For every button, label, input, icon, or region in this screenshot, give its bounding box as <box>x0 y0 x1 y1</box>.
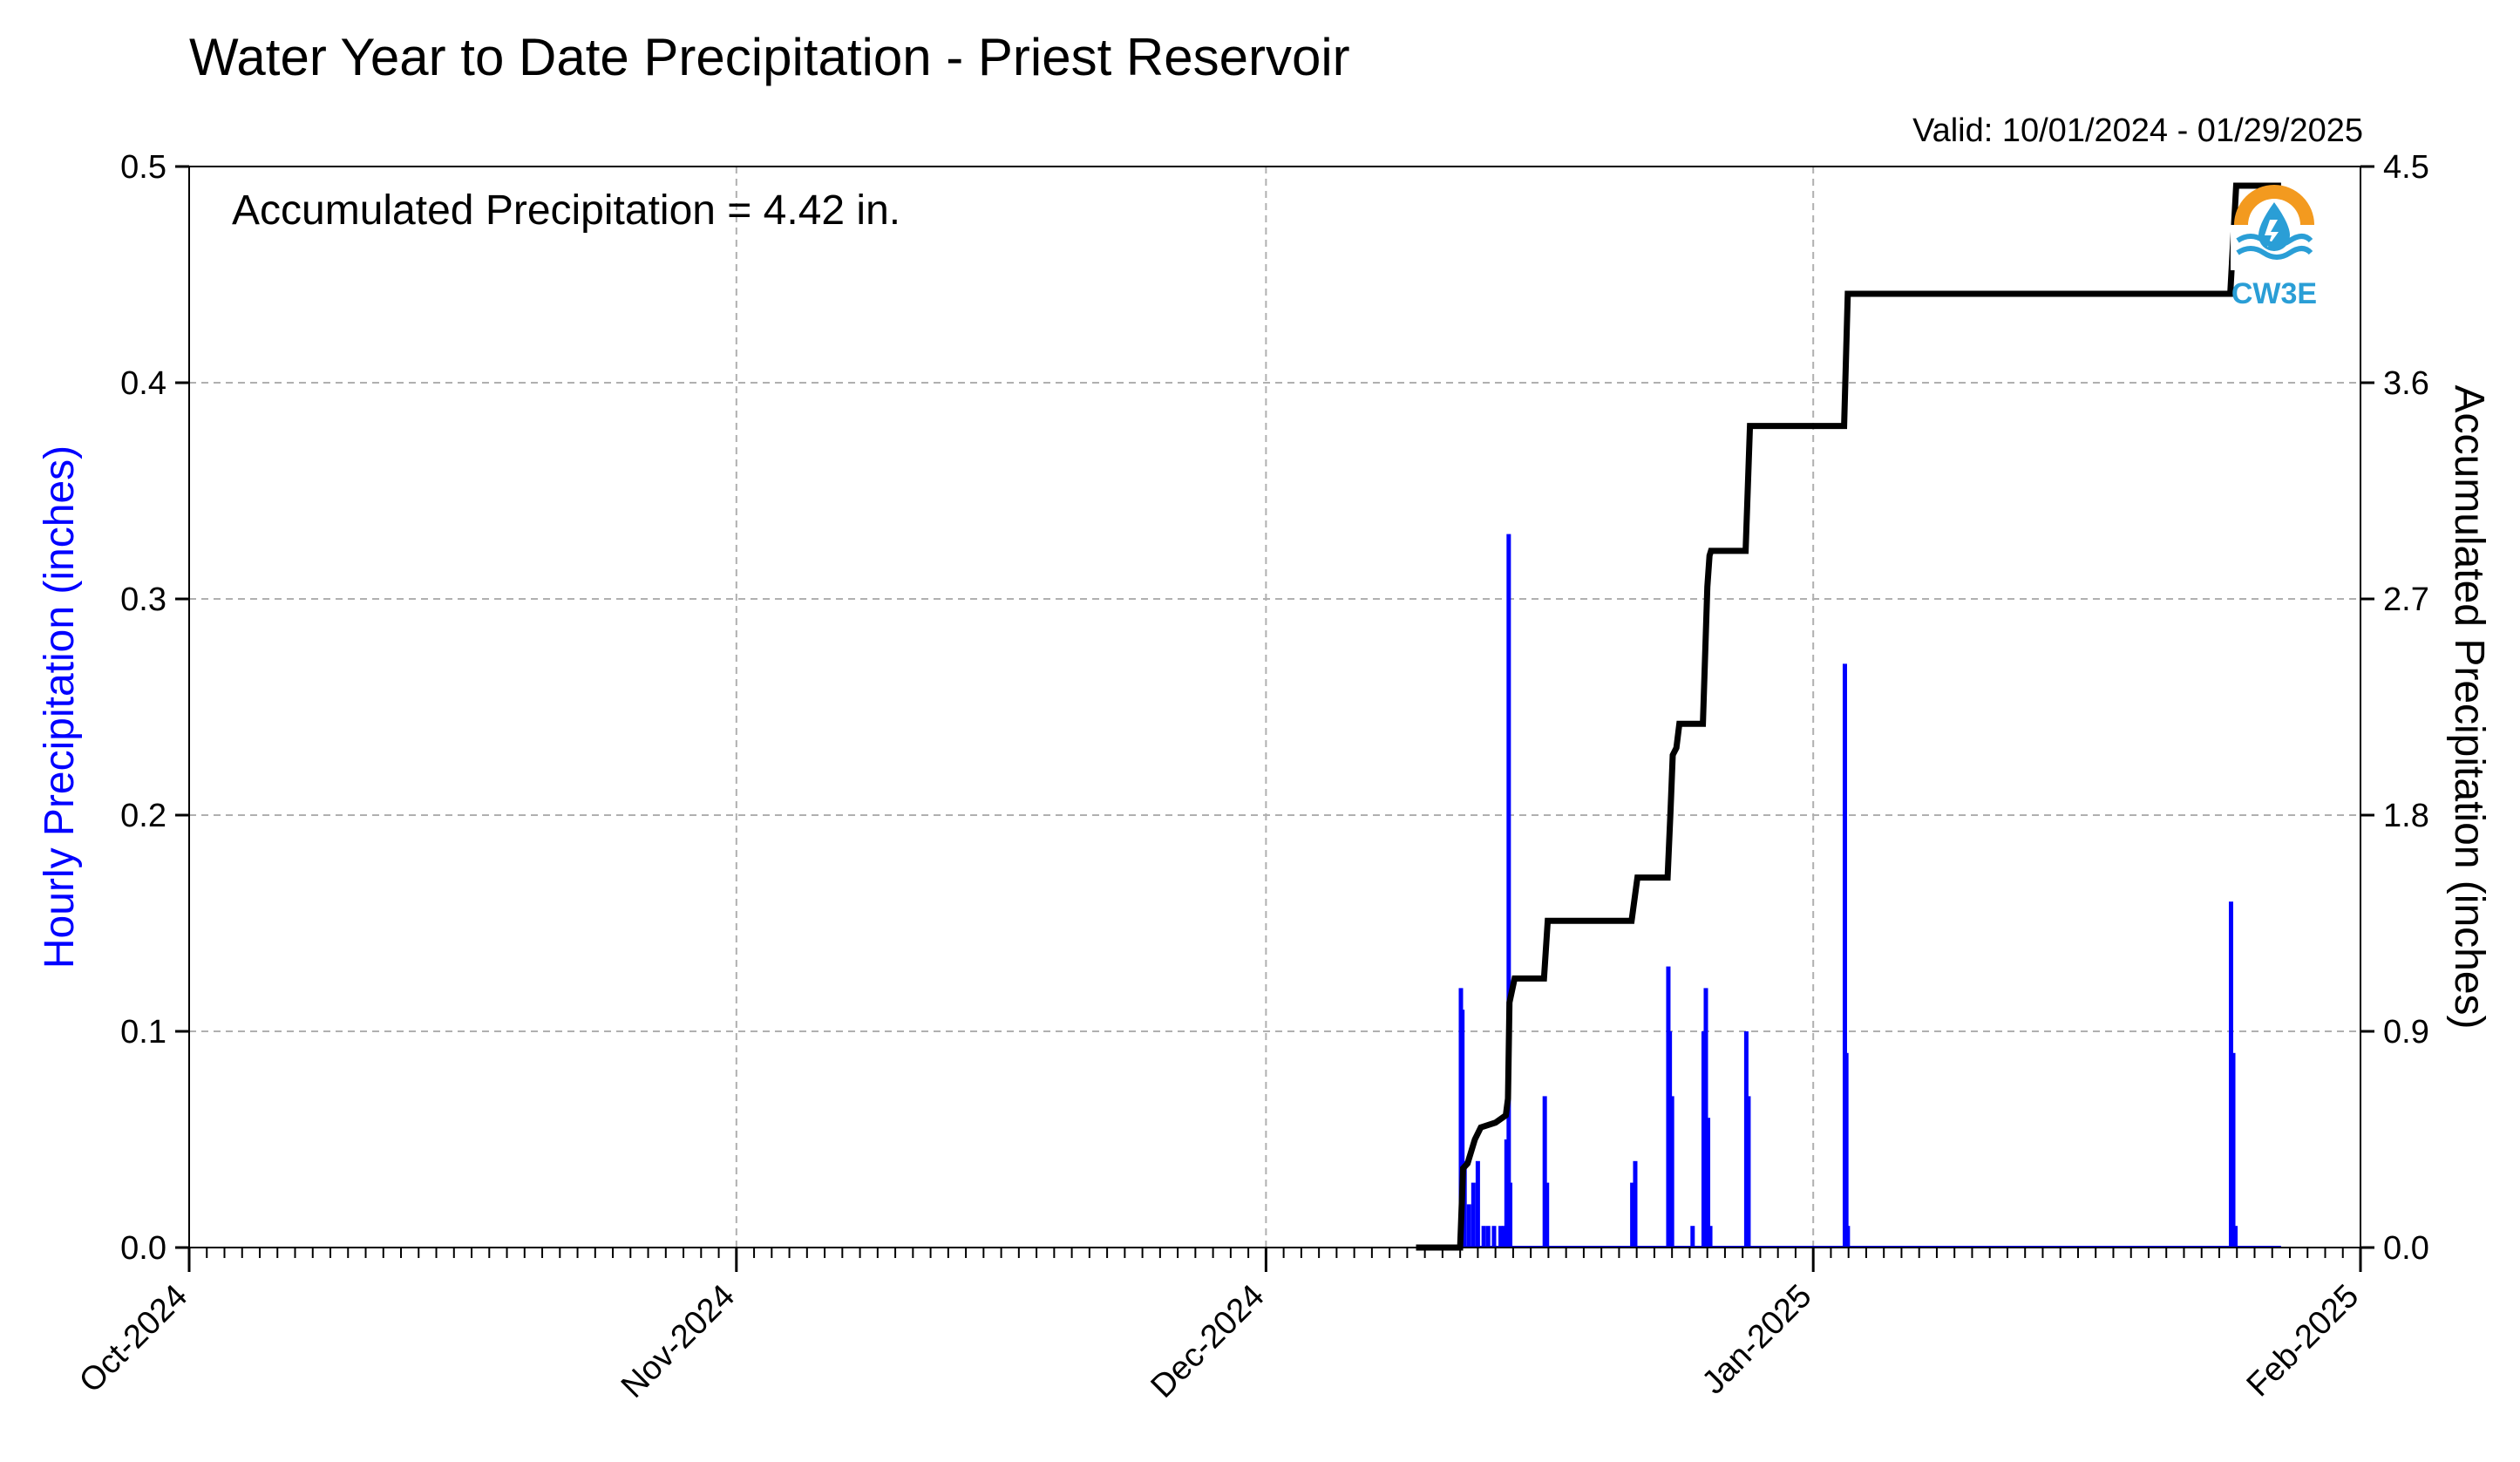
hourly-bar <box>1669 1096 1674 1248</box>
hourly-bar <box>1746 1096 1751 1248</box>
hourly-bar <box>1845 1226 1851 1248</box>
hourly-bar <box>1842 663 1847 1248</box>
hourly-bar <box>1491 1226 1497 1248</box>
hourly-bar <box>1475 1160 1480 1248</box>
y-right-tick-label: 0.0 <box>2383 1230 2429 1267</box>
hourly-bar <box>1471 1182 1476 1248</box>
accumulated-line <box>1416 182 2281 1251</box>
hourly-bar <box>2233 1226 2238 1248</box>
hourly-bar <box>1460 1010 1465 1248</box>
hourly-bar <box>1701 1031 1706 1248</box>
logo-text: CW3E <box>2231 277 2317 310</box>
y-left-tick-label: 0.5 <box>120 149 166 186</box>
y-right-tick-label: 3.6 <box>2383 365 2429 402</box>
chart-title: Water Year to Date Precipitation - Pries… <box>189 28 1350 86</box>
x-tick-label: Oct-2024 <box>72 1278 194 1400</box>
hourly-bar <box>1498 1226 1504 1248</box>
right-axis-label: Accumulated Precipitation (inches) <box>2446 384 2492 1029</box>
left-y-axis: 0.0 0.1 0.2 0.3 0.4 0.5 <box>120 149 189 1267</box>
hourly-bar <box>1668 1031 1673 1248</box>
hourly-bar <box>1844 1052 1849 1248</box>
y-left-tick-label: 0.2 <box>120 798 166 834</box>
hourly-bar <box>1481 1226 1486 1248</box>
hourly-bar <box>1508 1182 1513 1248</box>
y-right-tick-label: 0.9 <box>2383 1014 2429 1051</box>
x-tick-label: Feb-2025 <box>2240 1278 2367 1404</box>
hourly-bar <box>1502 1226 1507 1248</box>
hourly-bar <box>1743 1031 1749 1248</box>
hourly-bar <box>2231 1052 2236 1248</box>
hourly-bar <box>1690 1226 1695 1248</box>
y-right-tick-label: 2.7 <box>2383 581 2429 618</box>
grid-lines <box>189 167 2360 1248</box>
y-left-tick-label: 0.1 <box>120 1014 166 1051</box>
x-tick-label: Jan-2025 <box>1695 1278 1819 1402</box>
x-tick-label: Nov-2024 <box>615 1278 742 1405</box>
y-left-tick-label: 0.3 <box>120 581 166 618</box>
hourly-bar <box>1706 1118 1711 1248</box>
y-left-tick-label: 0.4 <box>120 365 166 402</box>
hourly-bar <box>1633 1160 1638 1248</box>
hourly-bar <box>1485 1226 1491 1248</box>
right-y-axis: 0.0 0.9 1.8 2.7 3.6 4.5 <box>2360 149 2429 1267</box>
hourly-bar <box>1630 1182 1635 1248</box>
hourly-bar <box>2228 901 2233 1248</box>
hourly-bar <box>1545 1182 1550 1248</box>
hourly-bar <box>1504 1139 1509 1248</box>
hourly-bar <box>1703 988 1708 1248</box>
y-right-tick-label: 4.5 <box>2383 149 2429 186</box>
annotation-total: Accumulated Precipitation = 4.42 in. <box>232 187 900 234</box>
hourly-bars <box>1416 534 2281 1248</box>
plot-frame <box>188 166 2361 1248</box>
left-axis-label: Hourly Precipitation (inches) <box>37 445 83 969</box>
x-axis: Oct-2024 Nov-2024 Dec-2024 Jan-2025 Feb-2025 <box>72 1248 2366 1405</box>
hourly-bar <box>1708 1226 1713 1248</box>
x-tick-label: Dec-2024 <box>1145 1278 1272 1405</box>
hourly-bar <box>1542 1096 1547 1248</box>
y-right-tick-label: 1.8 <box>2383 798 2429 834</box>
hourly-bar <box>1466 1204 1471 1248</box>
valid-date-range: Valid: 10/01/2024 - 01/29/2025 <box>1912 112 2363 149</box>
y-left-tick-label: 0.0 <box>120 1230 166 1267</box>
hourly-bar <box>1506 534 1511 1248</box>
cw3e-logo: CW3E <box>2231 185 2318 310</box>
